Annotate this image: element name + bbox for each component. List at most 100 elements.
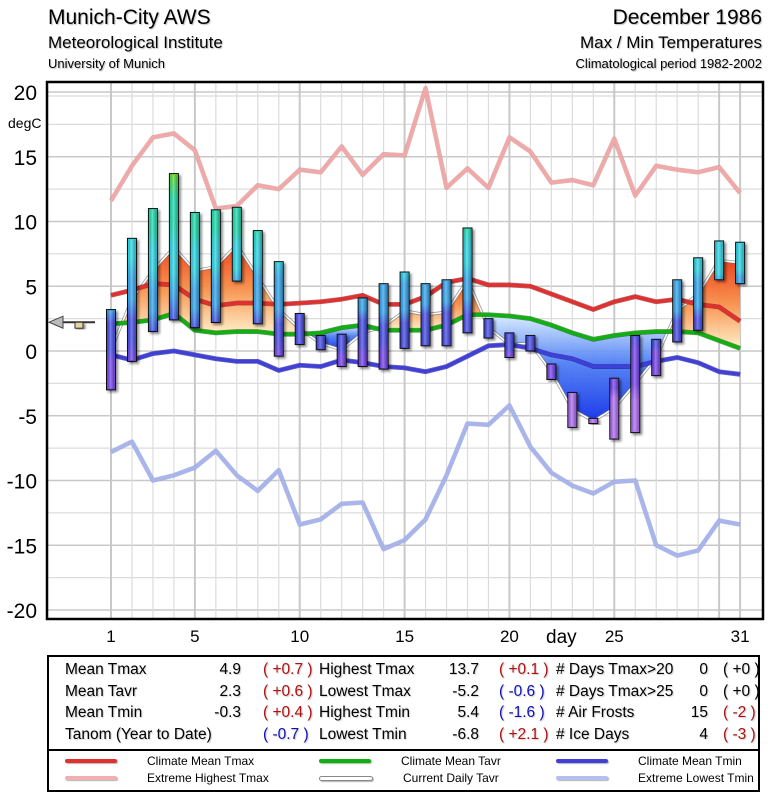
day-bar bbox=[735, 241, 746, 285]
day-bar bbox=[588, 417, 599, 425]
day-bar bbox=[189, 211, 200, 329]
month-title: December 1986 bbox=[612, 6, 762, 29]
x-tick-label: 1 bbox=[106, 627, 115, 646]
day-bar bbox=[441, 279, 452, 347]
day-bar-shade bbox=[484, 319, 492, 338]
day-bar-shade bbox=[317, 336, 325, 349]
legend-item: Current Daily Tavr bbox=[319, 771, 499, 785]
university-title: University of Munich bbox=[48, 56, 166, 71]
y-tick-label: 0 bbox=[25, 341, 37, 364]
day-bar-shade bbox=[631, 336, 639, 432]
day-bar bbox=[231, 206, 242, 282]
legend: Climate Mean Tmax Extreme Highest Tmax Cli… bbox=[47, 749, 760, 792]
stat-value: 0 bbox=[699, 682, 708, 700]
legend-item: Climate Mean Tmax bbox=[65, 754, 254, 768]
extreme-lowest-tmin-line bbox=[110, 403, 741, 558]
day-bar bbox=[567, 391, 578, 428]
legend-label: Extreme Highest Tmax bbox=[147, 771, 269, 785]
legend-label: Climate Mean Tmax bbox=[147, 754, 255, 768]
day-bar bbox=[483, 318, 494, 339]
day-bar bbox=[525, 334, 536, 352]
day-bar-shade bbox=[736, 243, 744, 283]
legend-label: Climate Mean Tavr bbox=[401, 754, 501, 768]
legend-swatch bbox=[65, 759, 117, 763]
y-tick-label: -15 bbox=[7, 535, 37, 558]
legend-label: Current Daily Tavr bbox=[403, 771, 499, 785]
day-bar bbox=[126, 237, 137, 362]
day-bar-shade bbox=[107, 310, 115, 389]
stat-value: 4.9 bbox=[219, 661, 241, 678]
day-bar-shade bbox=[422, 284, 430, 345]
stat-anomaly: ( +0.7 ) bbox=[263, 661, 313, 678]
day-bar-shade bbox=[673, 280, 681, 341]
stat-label: # Days Tmax>25 bbox=[556, 682, 674, 700]
institute-title: Meteorological Institute bbox=[48, 33, 223, 52]
stat-anomaly: ( -2 ) bbox=[723, 704, 756, 721]
stat-value: 2.3 bbox=[219, 682, 241, 700]
day-bar bbox=[504, 332, 515, 358]
chart-subtitle: Max / Min Temperatures bbox=[579, 33, 762, 52]
y-tick-labels: 20 15 10 5 0 -5 -10 -15 -20 bbox=[7, 82, 37, 623]
stat-label: # Days Tmax>20 bbox=[556, 661, 674, 678]
x-tick-label: 15 bbox=[395, 627, 414, 646]
plot-frame bbox=[45, 80, 765, 621]
stat-anomaly: ( +0.6 ) bbox=[263, 682, 313, 700]
day-bar-shade bbox=[694, 258, 702, 330]
day-bar bbox=[294, 312, 305, 346]
day-bar-shade bbox=[170, 174, 178, 319]
stat-value: 15 bbox=[690, 704, 708, 721]
legend-item: Extreme Lowest Tmin bbox=[556, 771, 754, 785]
day-bar-shade bbox=[401, 273, 409, 348]
stat-label: Mean Tmax bbox=[65, 661, 147, 678]
legend-item: Climate Mean Tavr bbox=[319, 754, 501, 768]
legend-swatch bbox=[319, 775, 373, 781]
day-bar bbox=[357, 297, 368, 368]
stat-value: -6.8 bbox=[452, 725, 479, 743]
stat-anomaly: ( -3 ) bbox=[723, 725, 756, 743]
y-tick-label: -10 bbox=[7, 471, 37, 494]
marker-anomaly-bar bbox=[74, 321, 84, 329]
x-tick-labels: 1 5 10 15 20 25 31 bbox=[106, 627, 749, 646]
day-bar-shade bbox=[149, 209, 157, 331]
y-tick-label: 10 bbox=[14, 212, 37, 235]
day-bar bbox=[273, 261, 284, 357]
day-bar bbox=[462, 227, 473, 334]
daily-bars bbox=[106, 173, 746, 440]
legend-label: Climate Mean Tmin bbox=[638, 754, 742, 768]
day-bar-shade bbox=[233, 208, 241, 281]
x-tick-label: 31 bbox=[731, 627, 750, 646]
day-bar-shade bbox=[212, 210, 220, 322]
y-tick-label: 5 bbox=[25, 276, 37, 299]
day-bar-shade bbox=[715, 241, 723, 279]
stat-anomaly: ( -0.6 ) bbox=[499, 682, 545, 700]
stat-anomaly: ( +0 ) bbox=[723, 661, 760, 678]
day-bar-shade bbox=[443, 280, 451, 345]
day-bar-shade bbox=[505, 333, 513, 357]
stat-value: -0.3 bbox=[214, 704, 241, 721]
station-title: Munich-City AWS bbox=[48, 6, 211, 29]
x-axis-label: day bbox=[546, 627, 577, 648]
x-tick-label: 20 bbox=[500, 627, 519, 646]
day-bar-shade bbox=[275, 262, 283, 356]
stat-anomaly: ( +0.4 ) bbox=[263, 704, 313, 721]
day-bar-shade bbox=[463, 228, 471, 332]
stat-anomaly: ( +2.1 ) bbox=[499, 725, 549, 743]
stat-value: 5.4 bbox=[457, 704, 479, 721]
y-tick-label: -5 bbox=[18, 406, 37, 429]
x-tick-label: 5 bbox=[190, 627, 199, 646]
legend-item: Extreme Highest Tmax bbox=[65, 771, 269, 785]
stat-label: Highest Tmax bbox=[319, 661, 415, 678]
stat-value: -5.2 bbox=[452, 682, 479, 700]
day-bar bbox=[315, 334, 326, 351]
day-bar bbox=[651, 338, 662, 377]
day-bar-shade bbox=[568, 393, 576, 427]
stat-value: 4 bbox=[699, 725, 708, 743]
legend-swatch bbox=[556, 759, 608, 763]
day-bar bbox=[106, 309, 116, 391]
day-bar bbox=[378, 283, 389, 370]
day-bar-shade bbox=[380, 284, 388, 369]
day-bar bbox=[420, 283, 431, 347]
stat-label: Highest Tmin bbox=[319, 704, 411, 721]
statistics-panel: Mean Tmax 4.9 ( +0.7 ) Mean Tavr 2.3 ( +0.6 )… bbox=[47, 655, 760, 749]
